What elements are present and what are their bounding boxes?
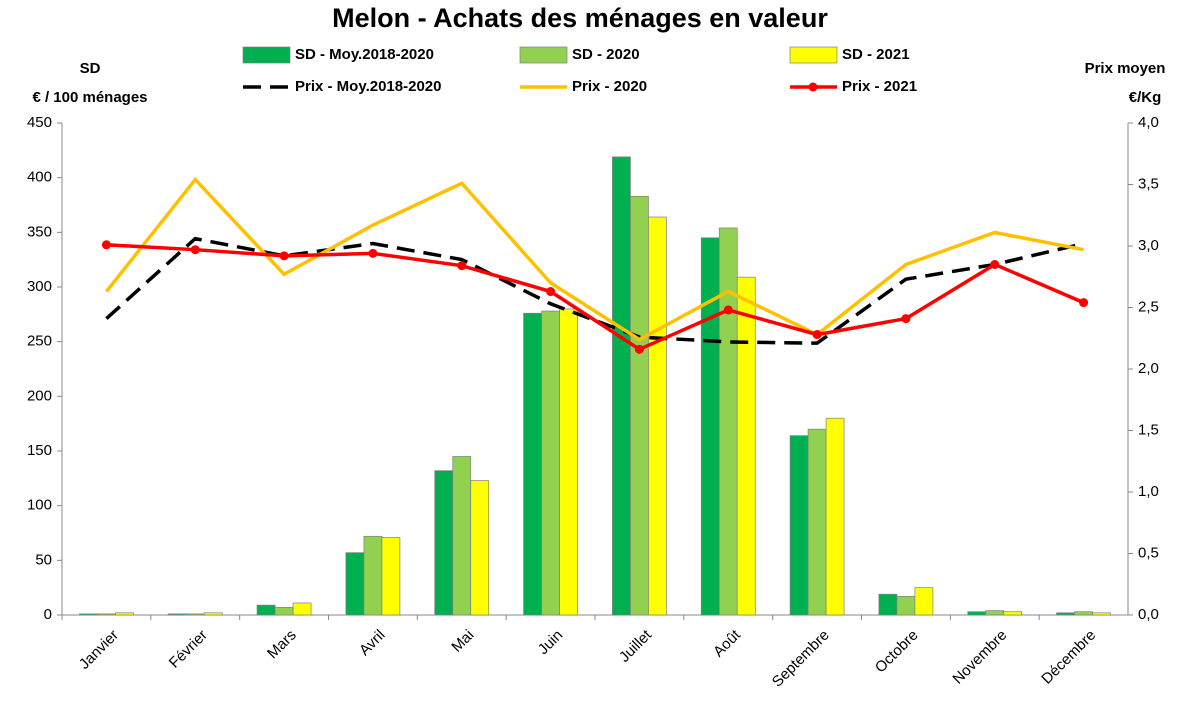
line-marker [368,248,378,258]
bar [167,613,187,616]
bar [967,611,987,616]
bar [185,613,205,616]
y-tick-label: 400 [27,169,52,186]
legend-label: Prix - Moy.2018-2020 [295,78,441,95]
y-tick-label: 250 [27,333,52,350]
bar [612,156,631,616]
bar [434,470,454,616]
bar [700,237,720,616]
bar [203,612,223,616]
y-tick-label: 200 [27,387,52,404]
x-tick-label: Janvier [76,627,122,673]
line-marker [101,240,111,250]
bar [825,417,845,616]
bar [256,604,276,616]
y2-tick-label: 0,5 [1138,544,1159,561]
y2-tick-label: 2,5 [1138,298,1159,315]
line [105,236,1084,345]
bar [1074,611,1093,616]
x-tick-label: Octobre [872,627,922,677]
line-marker [1079,298,1089,308]
legend-label: SD - 2020 [572,46,640,63]
bar [630,195,649,616]
bar [718,227,738,616]
line-marker [457,261,467,271]
bar [274,606,294,616]
bar [1056,612,1075,616]
line [106,243,1085,352]
y-tick-label: 50 [35,551,52,568]
bar [559,308,578,616]
bar [789,435,809,616]
line-marker [190,245,200,255]
legend-swatch [519,46,568,64]
y-tick-label: 350 [27,223,52,240]
y2-tick-label: 1,0 [1138,483,1159,500]
bar [914,587,934,616]
y2-axis-label: Prix moyen [1085,60,1166,77]
y2-tick-label: 3,0 [1138,237,1159,254]
y-tick-label: 150 [27,442,52,459]
bar [541,310,560,616]
bar [1092,612,1111,616]
x-tick-label: Juillet [616,626,656,666]
line-marker [723,305,733,315]
legend-swatch [242,46,291,64]
bar [363,535,383,616]
bar [523,312,542,616]
x-tick-label: Mars [264,627,300,663]
bar [736,276,756,616]
bar [1003,611,1023,616]
bar [97,613,116,616]
bar [115,612,134,616]
legend-label: SD - 2021 [842,46,910,63]
y2-tick-label: 4,0 [1138,114,1159,131]
line-marker [279,251,289,261]
bar [807,428,827,616]
y2-tick-label: 0,0 [1138,606,1159,623]
y2-tick-label: 2,0 [1138,360,1159,377]
x-tick-label: Juin [535,627,566,658]
legend-swatch [789,46,838,64]
y-tick-label: 300 [27,278,52,295]
bar [292,602,312,616]
bar [985,610,1005,616]
chart-title: Melon - Achats des ménages en valeur [332,3,828,33]
y-axis-label: € / 100 ménages [32,89,147,106]
x-tick-label: Décembre [1038,627,1099,688]
legend-label: SD - Moy.2018-2020 [295,46,434,63]
line-marker [901,314,911,324]
x-tick-label: Février [166,627,211,672]
y-tick-label: 0 [44,606,52,623]
bar [452,456,472,616]
x-tick-label: Novembre [949,627,1010,688]
line [105,176,1084,342]
line-marker [546,287,556,297]
bar [896,596,916,616]
y2-axis-label: €/Kg [1129,89,1162,106]
bar [381,537,401,616]
line-marker [634,344,644,354]
x-tick-label: Août [710,626,744,660]
legend-marker [808,82,818,92]
x-tick-label: Septembre [769,627,833,691]
line-marker [812,330,822,340]
bar [79,613,98,616]
bar [345,552,365,616]
x-tick-label: Avril [356,627,388,659]
legend-label: Prix - 2021 [842,78,917,95]
line-marker [990,259,1000,269]
y-tick-label: 450 [27,114,52,131]
x-tick-label: Mai [448,627,477,656]
bar [648,216,667,616]
legend-label: Prix - 2020 [572,78,647,95]
y2-tick-label: 3,5 [1138,175,1159,192]
y-axis-label: SD [80,60,101,77]
bar [878,593,898,616]
y2-tick-label: 1,5 [1138,421,1159,438]
y-tick-label: 100 [27,497,52,514]
bar [470,480,490,616]
